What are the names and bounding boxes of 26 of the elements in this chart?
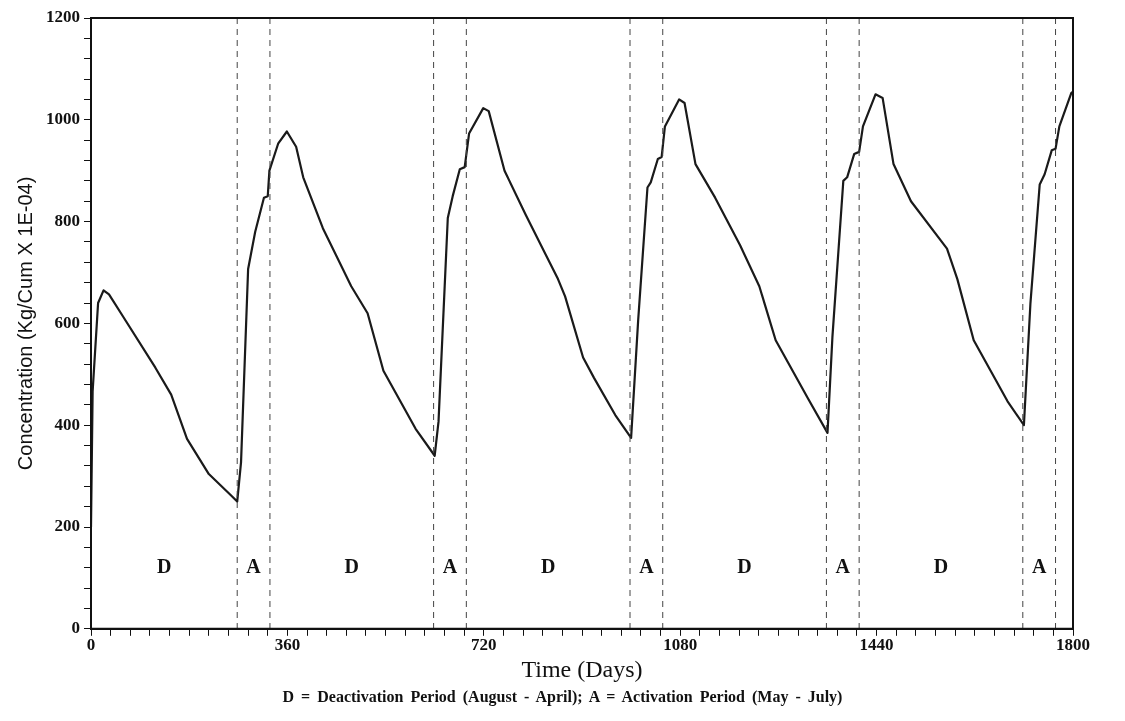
annotation: D — [156, 554, 172, 577]
y-tick-label: 1200 — [46, 7, 80, 27]
y-tick-label: 400 — [54, 414, 80, 434]
x-tick-label: 720 — [471, 635, 497, 655]
y-tick-label: 0 — [71, 618, 80, 638]
annotation: A — [442, 554, 458, 577]
x-tick-label: 1800 — [1056, 635, 1090, 655]
annotation: A — [246, 554, 262, 577]
x-axis-title: Time (Days) — [521, 655, 643, 682]
y-tick-label: 800 — [54, 210, 80, 230]
annotation: D — [344, 554, 359, 577]
x-tick-label: 0 — [86, 635, 96, 655]
annotation: D — [540, 554, 556, 577]
annotation: A — [639, 554, 655, 577]
x-tick-label: 1440 — [859, 635, 894, 655]
annotation: A — [835, 554, 851, 577]
annotation: D — [933, 554, 949, 577]
text: D = Deactivation Period (August - April); A = Activation Period (May - July) — [281, 688, 844, 706]
x-tick-label: 360 — [274, 635, 301, 655]
y-tick-label: 1000 — [46, 109, 80, 129]
y-tick-label: 600 — [54, 312, 80, 332]
y-axis-title: Concentration (Kg/Cum X 1E-04) — [13, 176, 36, 471]
x-tick-label: 1080 — [663, 635, 698, 655]
y-tick-label: 200 — [54, 516, 80, 536]
annotation: A — [1031, 554, 1047, 577]
annotation: D — [737, 554, 752, 577]
